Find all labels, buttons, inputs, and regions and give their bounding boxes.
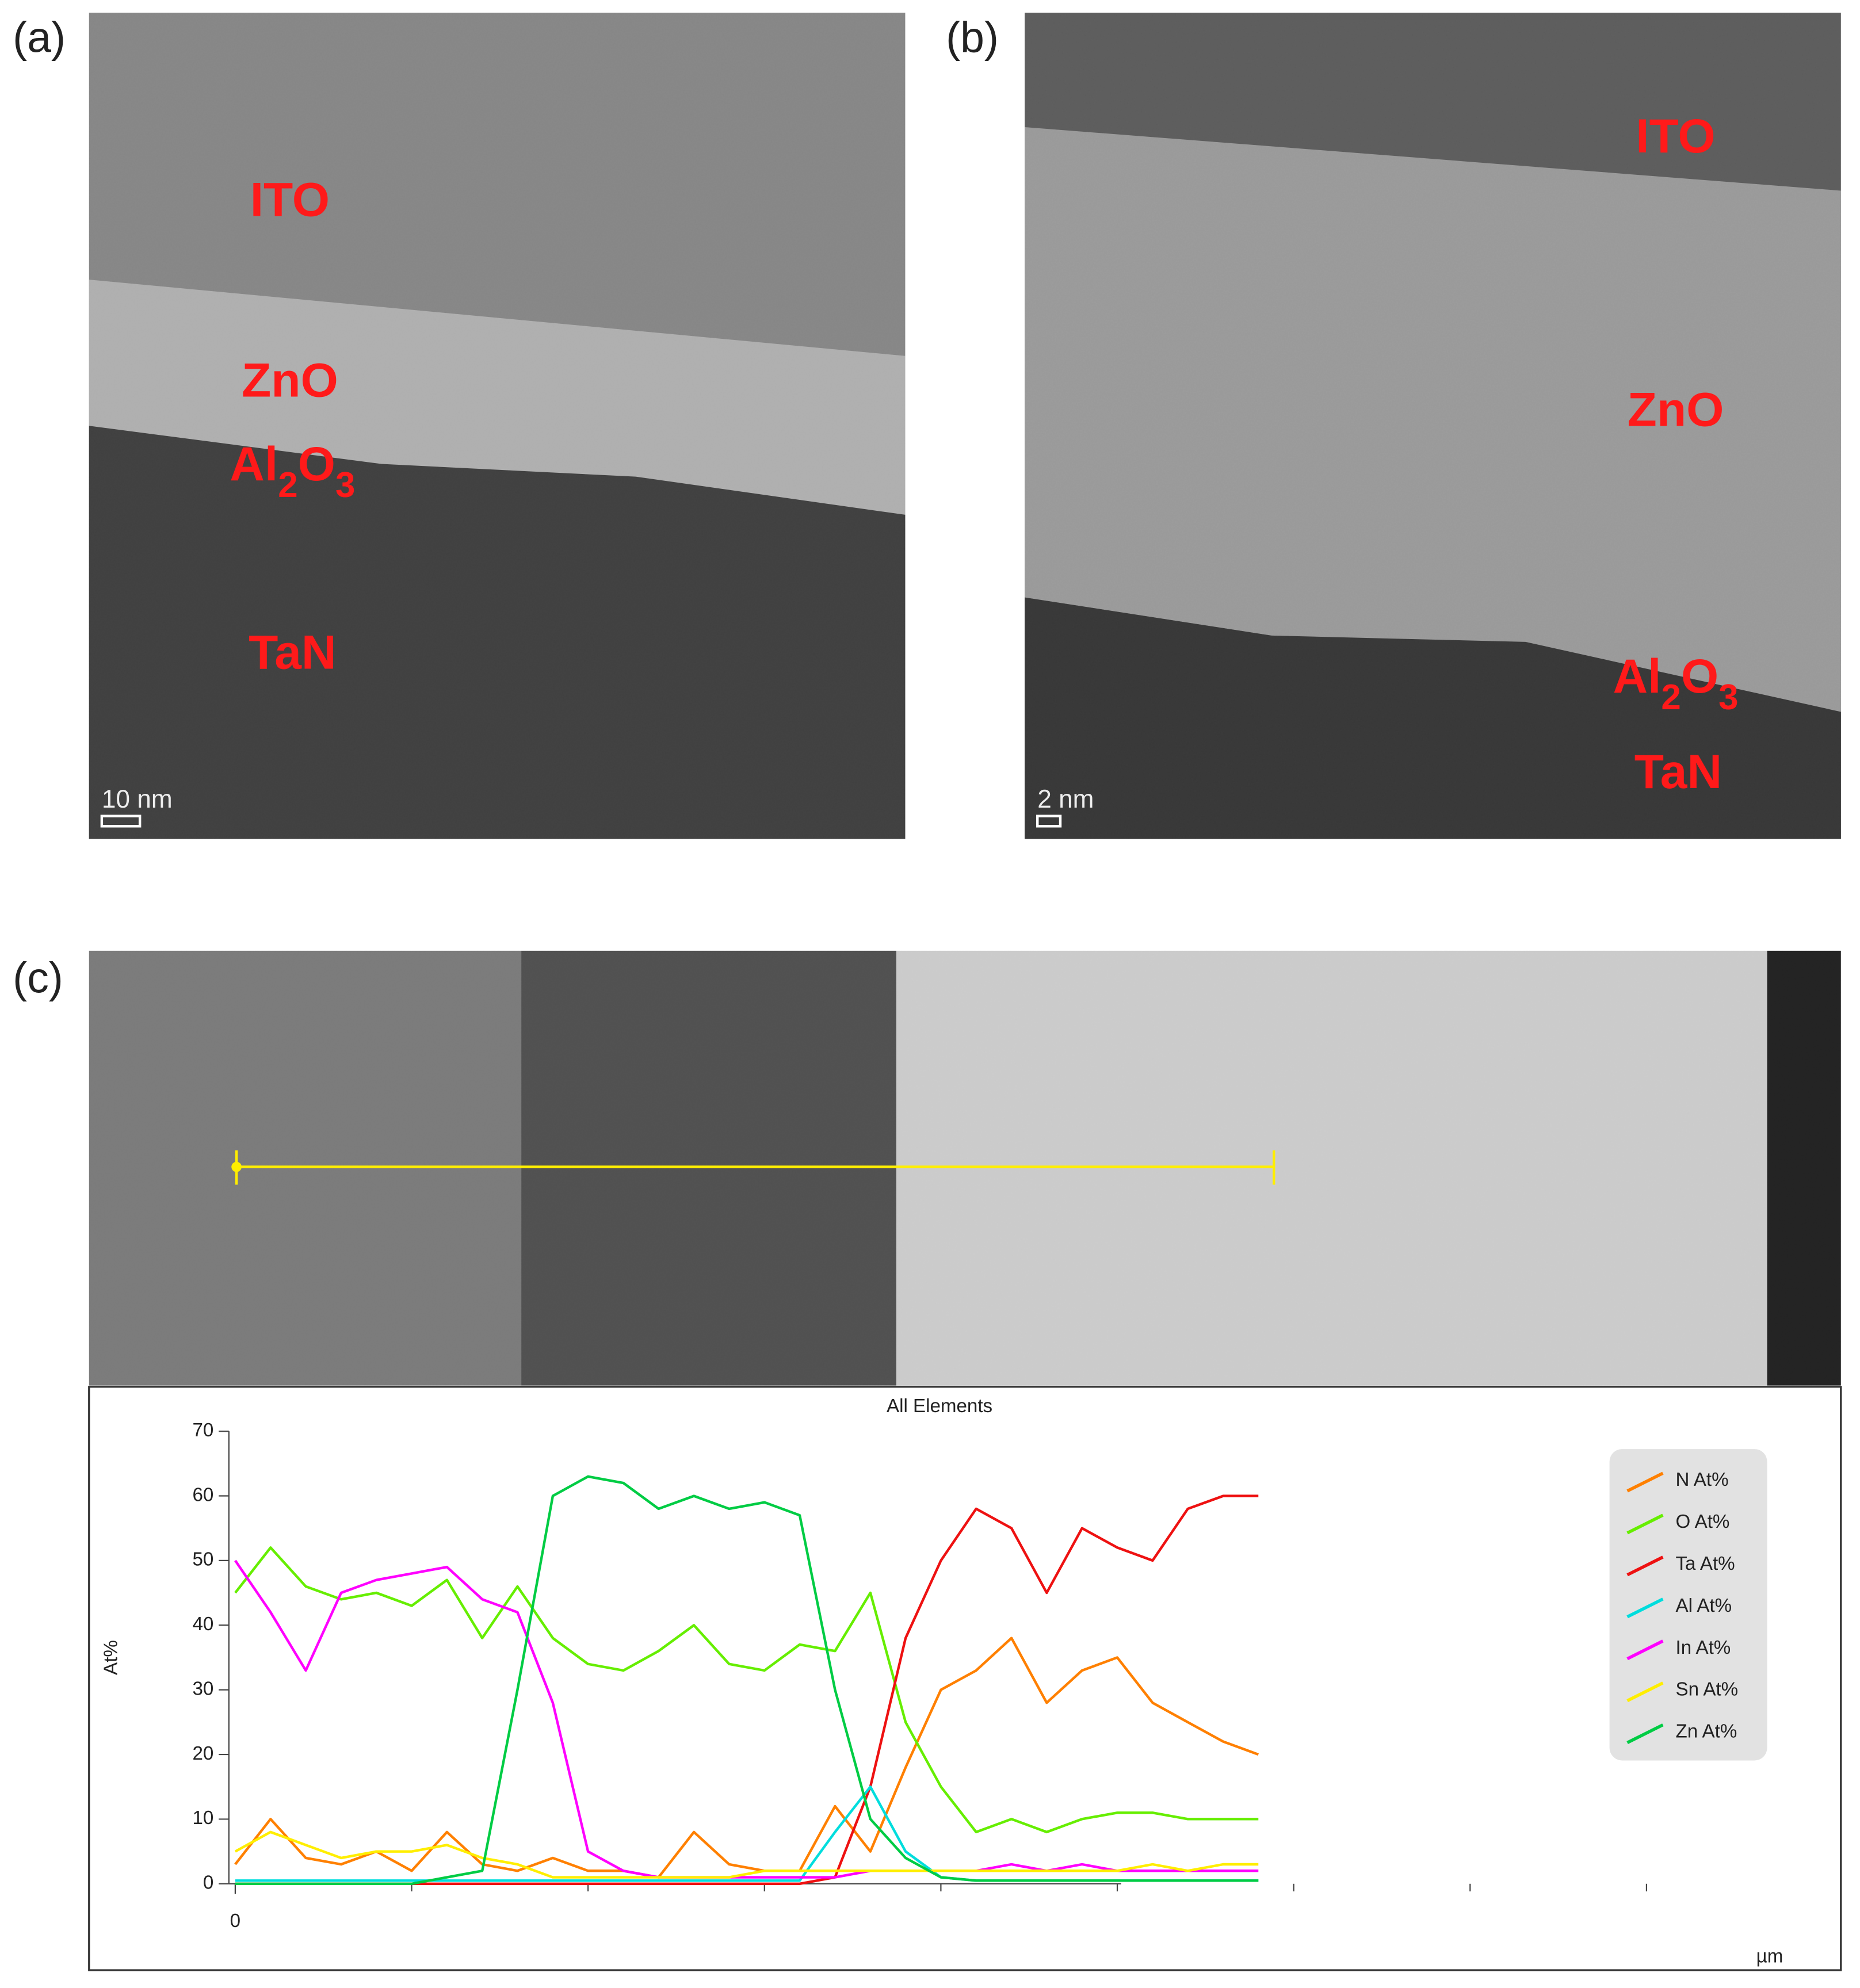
layer-label: TaN: [249, 625, 336, 679]
scale-label: 2 nm: [1037, 785, 1094, 813]
texture: [1025, 13, 1841, 839]
layer-label: ZnO: [242, 353, 338, 407]
x-tick-label: 0: [230, 1910, 240, 1932]
scale-label: 10 nm: [102, 785, 173, 813]
panel-tag: (b): [946, 13, 999, 62]
chart-frame: [88, 1386, 1842, 1971]
layer-label: ITO: [250, 173, 330, 227]
scale-bar: [1036, 815, 1062, 828]
series-line: [235, 1475, 1259, 1886]
y-tick-label: 0: [203, 1872, 213, 1894]
legend-swatch: [1626, 1723, 1664, 1744]
layer-label: Al2O3: [230, 437, 355, 505]
x-axis-label: µm: [1756, 1946, 1783, 1967]
scale-bar: [100, 815, 142, 828]
legend-label: O At%: [1676, 1511, 1730, 1532]
panel-b: 2 nm ITO ZnO Al2O3 TaN (b): [946, 13, 1841, 839]
legend-swatch: [1626, 1555, 1664, 1577]
legend-label: Zn At%: [1676, 1721, 1737, 1742]
y-axis-label: At%: [100, 1640, 121, 1675]
legend-swatch: [1626, 1513, 1664, 1535]
layer-label: TaN: [1634, 744, 1722, 798]
y-tick-label: 10: [192, 1807, 213, 1829]
y-tick-label: 20: [192, 1743, 213, 1764]
y-tick-label: 50: [192, 1549, 213, 1570]
layer-label: ZnO: [1628, 382, 1724, 436]
legend-label: In At%: [1676, 1637, 1731, 1658]
y-tick-label: 40: [192, 1614, 213, 1635]
texture: [89, 13, 906, 839]
y-tick-label: 70: [192, 1420, 213, 1441]
panel-tag: (a): [13, 13, 66, 62]
panel-a: 10 nm ITO ZnO Al2O3 TaN (a): [13, 13, 906, 839]
scan-start: [231, 1161, 242, 1172]
y-tick-label: 30: [192, 1678, 213, 1699]
chart-title: All Elements: [887, 1396, 992, 1417]
legend-label: Sn At%: [1676, 1679, 1739, 1700]
legend: [1609, 1449, 1767, 1761]
series-line: [234, 1637, 1259, 1879]
legend-swatch: [1626, 1681, 1664, 1703]
layer-label: ITO: [1636, 109, 1715, 163]
series-line: [234, 1546, 1259, 1834]
series-line: [234, 1559, 1259, 1879]
legend-label: N At%: [1676, 1469, 1729, 1490]
legend-label: Al At%: [1676, 1595, 1732, 1616]
legend-label: Ta At%: [1676, 1553, 1735, 1574]
legend-swatch: [1626, 1597, 1664, 1619]
y-tick-label: 60: [192, 1484, 213, 1505]
series-line: [234, 1830, 1259, 1879]
legend-swatch: [1626, 1471, 1664, 1493]
legend-swatch: [1626, 1639, 1664, 1661]
panel-c-image: (c): [13, 950, 1841, 1386]
panel-tag: (c): [13, 954, 63, 1002]
layer-label: Al2O3: [1613, 649, 1738, 717]
